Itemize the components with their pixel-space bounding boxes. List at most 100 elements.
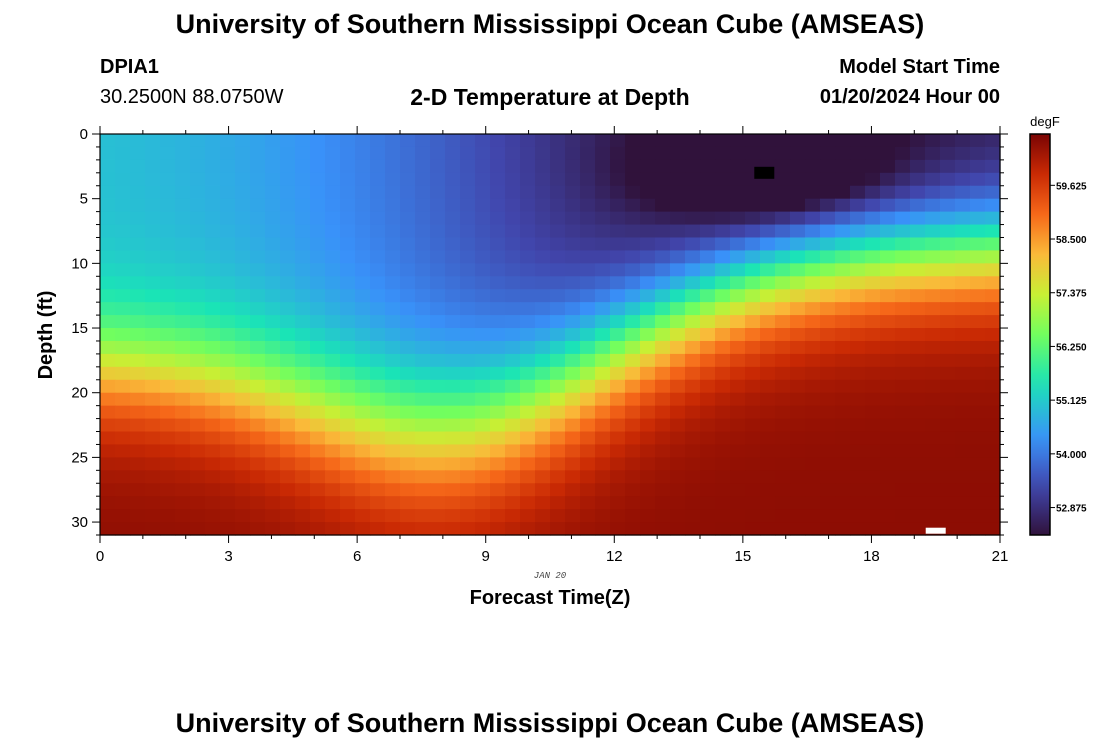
heatmap-cell: [160, 509, 176, 523]
heatmap-cell: [400, 289, 416, 303]
heatmap-cell: [505, 509, 521, 523]
heatmap-cell: [505, 522, 521, 536]
heatmap-cell: [640, 134, 656, 148]
heatmap-cell: [925, 302, 941, 316]
heatmap-cell: [880, 315, 896, 329]
heatmap-cell: [730, 444, 746, 458]
heatmap-cell: [580, 392, 596, 407]
heatmap-cell: [760, 405, 776, 420]
heatmap-cell: [565, 185, 581, 200]
heatmap-cell: [700, 353, 716, 368]
heatmap-cell: [985, 185, 1001, 200]
heatmap-cell: [730, 418, 746, 433]
heatmap-cell: [895, 418, 911, 433]
heatmap-cell: [370, 134, 386, 148]
heatmap-cell: [610, 185, 626, 200]
heatmap-cell: [280, 340, 296, 355]
heatmap-cell: [775, 211, 791, 226]
heatmap-cell: [940, 328, 956, 342]
heatmap-cell: [790, 185, 806, 200]
heatmap-cell: [970, 185, 986, 200]
heatmap-cell: [175, 431, 191, 446]
heatmap-cell: [430, 134, 446, 148]
heatmap-cell: [910, 289, 926, 303]
heatmap-cell: [340, 289, 356, 303]
heatmap-cell: [985, 405, 1001, 420]
heatmap-cell: [550, 289, 566, 303]
heatmap-cell: [790, 250, 806, 264]
heatmap-cell: [625, 315, 641, 329]
heatmap-cell: [385, 276, 401, 290]
heatmap-cell: [400, 302, 416, 316]
heatmap-cell: [895, 172, 911, 187]
heatmap-cell: [940, 405, 956, 420]
heatmap-cell: [805, 431, 821, 446]
heatmap-cell: [850, 146, 866, 161]
heatmap-cell: [775, 522, 791, 536]
heatmap-cell: [880, 509, 896, 523]
heatmap-cell: [925, 418, 941, 433]
heatmap-cell: [985, 366, 1001, 381]
heatmap-cell: [280, 457, 296, 471]
heatmap-cell: [205, 276, 221, 290]
heatmap-cell: [130, 237, 146, 252]
heatmap-cell: [880, 276, 896, 290]
heatmap-cell: [820, 392, 836, 407]
heatmap-cell: [160, 159, 176, 174]
heatmap-cell: [505, 198, 521, 213]
heatmap-cell: [265, 224, 281, 239]
heatmap-cell: [505, 418, 521, 433]
heatmap-cell: [370, 509, 386, 523]
heatmap-cell: [115, 366, 131, 381]
heatmap-cell: [640, 146, 656, 161]
heatmap-cell: [670, 159, 686, 174]
heatmap-cell: [730, 185, 746, 200]
heatmap-cell: [925, 340, 941, 355]
heatmap-cell: [445, 146, 461, 161]
heatmap-cell: [280, 418, 296, 433]
heatmap-cell: [640, 444, 656, 458]
heatmap-cell: [940, 496, 956, 510]
heatmap-cell: [235, 276, 251, 290]
heatmap-cell: [565, 237, 581, 252]
heatmap-cell: [595, 444, 611, 458]
heatmap-cell: [505, 224, 521, 239]
heatmap-cell: [775, 146, 791, 161]
heatmap-cell: [130, 159, 146, 174]
heatmap-cell: [865, 134, 881, 148]
heatmap-cell: [790, 276, 806, 290]
heatmap-cell: [775, 289, 791, 303]
heatmap-cell: [670, 522, 686, 536]
heatmap-cell: [715, 522, 731, 536]
heatmap-cell: [100, 302, 116, 316]
heatmap-cell: [895, 340, 911, 355]
heatmap-cell: [760, 198, 776, 213]
heatmap-cell: [205, 340, 221, 355]
heatmap-cell: [880, 496, 896, 510]
heatmap-cell: [385, 224, 401, 239]
heatmap-cell: [715, 496, 731, 510]
heatmap-cell: [595, 172, 611, 187]
heatmap-cell: [955, 366, 971, 381]
colorbar-tick-label: 57.375: [1056, 289, 1087, 300]
heatmap-cell: [400, 431, 416, 446]
heatmap-cell: [325, 353, 341, 368]
heatmap-cell: [820, 328, 836, 342]
heatmap-cell: [715, 211, 731, 226]
heatmap-cell: [460, 522, 476, 536]
heatmap-cell: [535, 366, 551, 381]
heatmap-cell: [115, 340, 131, 355]
heatmap-cell: [325, 522, 341, 536]
heatmap-cell: [895, 353, 911, 368]
y-tick-label: 15: [71, 320, 88, 337]
x-tick-label: 15: [735, 548, 752, 565]
heatmap-cell: [730, 405, 746, 420]
heatmap-cell: [490, 340, 506, 355]
heatmap-cell: [445, 159, 461, 174]
heatmap-cell: [235, 522, 251, 536]
heatmap-cell: [550, 340, 566, 355]
heatmap-cell: [430, 483, 446, 497]
heatmap-cell: [100, 366, 116, 381]
heatmap-cell: [970, 496, 986, 510]
heatmap-cell: [775, 392, 791, 407]
